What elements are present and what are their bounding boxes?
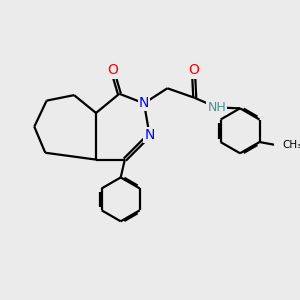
Text: CH₃: CH₃ [283, 140, 300, 150]
Text: NH: NH [207, 101, 226, 114]
Text: O: O [188, 63, 199, 77]
Text: N: N [139, 96, 149, 110]
Text: O: O [107, 63, 118, 77]
Text: N: N [144, 128, 155, 142]
